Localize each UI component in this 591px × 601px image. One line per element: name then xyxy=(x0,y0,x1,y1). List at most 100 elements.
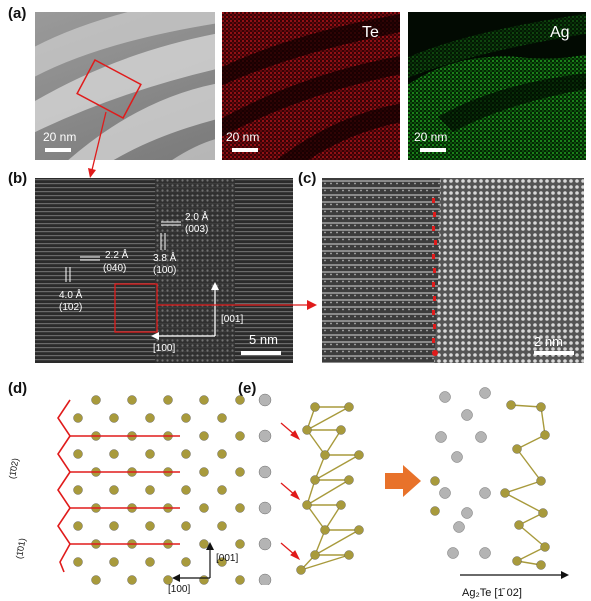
plane-1: (003) xyxy=(185,224,209,235)
plane-label-101: (1̄01) xyxy=(14,537,28,560)
te-atom xyxy=(145,521,155,531)
ag-atom xyxy=(479,547,491,559)
bond xyxy=(300,554,350,571)
te-atom xyxy=(235,431,245,441)
axis-001-label: [001] xyxy=(221,314,244,325)
plane-4: (1̄02) xyxy=(59,302,83,313)
ag-atom xyxy=(461,409,473,421)
te-atom xyxy=(336,500,346,510)
te-atom xyxy=(514,520,524,530)
te-label: Te xyxy=(362,24,379,41)
ag-atom xyxy=(439,391,451,403)
haadf-stripes xyxy=(35,12,215,160)
te-atom xyxy=(320,525,330,535)
te-atom xyxy=(540,542,550,552)
te-atom xyxy=(73,449,83,459)
defect-arrows xyxy=(280,422,301,561)
te-atom xyxy=(109,557,119,567)
te-atom xyxy=(538,508,548,518)
panel-label-e: (e) xyxy=(238,380,257,397)
hrtem-image-c: 2 nm xyxy=(322,178,584,363)
te-atom xyxy=(199,467,209,477)
hrtem-lattice xyxy=(35,178,293,363)
te-atom xyxy=(91,575,101,585)
te-atom xyxy=(73,413,83,423)
final-structure xyxy=(430,387,550,570)
te-atom xyxy=(199,575,209,585)
te-atom xyxy=(430,476,440,486)
ag-eds-map: Ag 20 nm xyxy=(408,12,586,160)
te-atom xyxy=(344,402,354,412)
scale-label: 5 nm xyxy=(249,332,278,347)
te-atom xyxy=(109,485,119,495)
zoom-arrow-b-c xyxy=(157,300,317,310)
te-atom xyxy=(344,475,354,485)
scale-label: 20 nm xyxy=(43,130,77,144)
panel-label-b: (b) xyxy=(8,170,28,187)
ag-atom xyxy=(451,451,463,463)
te-atom xyxy=(310,550,320,560)
te-atom xyxy=(73,485,83,495)
te-atom xyxy=(536,476,546,486)
te-atom xyxy=(181,485,191,495)
te-atom xyxy=(181,557,191,567)
bond xyxy=(510,404,542,408)
te-atom xyxy=(181,521,191,531)
transform-arrow xyxy=(385,465,421,497)
te-atom xyxy=(127,575,137,585)
bond xyxy=(306,504,326,531)
scale-bar xyxy=(534,351,574,355)
te-atom xyxy=(235,503,245,513)
te-atom xyxy=(310,402,320,412)
axis-001-label-d: [001] xyxy=(216,553,239,564)
te-atom xyxy=(163,395,173,405)
bond xyxy=(540,406,546,436)
plane-label-102: (1̄02) xyxy=(7,457,21,480)
interface-lattice xyxy=(322,178,584,363)
interface-markers xyxy=(432,198,438,356)
te-atom xyxy=(109,449,119,459)
ag-label: Ag xyxy=(550,24,570,41)
ag2te-caption: Ag₂Te [1̄ 02] xyxy=(462,587,522,599)
ag-atom xyxy=(258,573,272,585)
te-atom xyxy=(109,521,119,531)
panel-label-a: (a) xyxy=(8,5,27,22)
scale-label: 20 nm xyxy=(226,130,260,144)
te-atom xyxy=(217,557,227,567)
crystal-structure-d xyxy=(57,395,245,585)
ag-atom xyxy=(258,429,272,443)
ag-atom xyxy=(479,487,491,499)
te-atom xyxy=(181,413,191,423)
ag-map-bands xyxy=(408,12,586,160)
te-atom xyxy=(217,449,227,459)
initial-structure xyxy=(258,393,364,585)
te-atom xyxy=(91,395,101,405)
plane-3: (100) xyxy=(153,265,177,276)
te-atom xyxy=(235,575,245,585)
bond xyxy=(306,429,326,456)
scale-bar xyxy=(232,148,258,152)
te-atom xyxy=(302,500,312,510)
hrtem-image-b: 2.0 Å (003) 2.2 Å (040) 3.8 Å (100) 4.0 … xyxy=(35,178,293,363)
bond xyxy=(324,429,342,456)
bond xyxy=(516,448,542,482)
te-atom xyxy=(145,449,155,459)
region-box xyxy=(76,59,142,119)
te-atom xyxy=(430,506,440,516)
d-spacing-2: 2.2 Å xyxy=(105,250,129,261)
ag-atom xyxy=(447,547,459,559)
bond xyxy=(504,480,542,494)
te-atom xyxy=(354,525,364,535)
bond xyxy=(314,454,360,481)
te-atom xyxy=(73,521,83,531)
te-atom xyxy=(512,556,522,566)
te-atom xyxy=(302,425,312,435)
te-atom xyxy=(512,444,522,454)
te-atom xyxy=(344,550,354,560)
te-atom xyxy=(235,539,245,549)
ag-atom xyxy=(435,431,447,443)
te-atom xyxy=(217,413,227,423)
d-spacing-3: 3.8 Å xyxy=(153,253,177,264)
scale-label: 2 nm xyxy=(534,334,563,349)
ag-atom xyxy=(258,465,272,479)
